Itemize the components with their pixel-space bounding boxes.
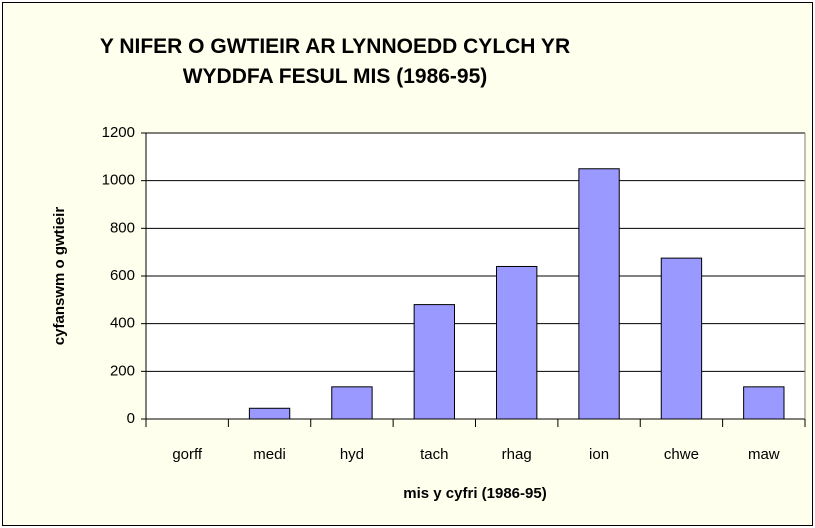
chart-title: Y NIFER O GWTIEIR AR LYNNOEDD CYLCH YR W… — [99, 35, 571, 88]
y-tick-label: 1200 — [102, 124, 135, 141]
y-tick-label: 800 — [110, 219, 135, 236]
x-tick-label: gorff — [172, 446, 203, 463]
y-tick-label: 200 — [110, 362, 135, 379]
x-tick-label: tach — [420, 446, 448, 463]
x-tick-label: maw — [748, 446, 780, 463]
bar — [248, 407, 291, 420]
y-tick-label: 0 — [127, 410, 135, 427]
bar — [743, 386, 785, 420]
bar — [331, 386, 373, 420]
y-tick-label: 1000 — [102, 172, 135, 189]
y-axis-label: cyfanswm o gwtieir — [51, 207, 68, 346]
bar — [413, 304, 455, 420]
x-tick-label: rhag — [502, 446, 532, 463]
bar — [578, 168, 620, 420]
x-tick-label: medi — [253, 446, 286, 463]
x-tick-label: chwe — [664, 446, 699, 463]
x-tick-label: ion — [589, 446, 609, 463]
x-tick-label: hyd — [340, 446, 364, 463]
y-tick-label: 400 — [110, 315, 135, 332]
y-tick-label: 600 — [110, 267, 135, 284]
bar — [660, 257, 703, 420]
bar — [496, 265, 538, 420]
x-axis-label: mis y cyfri (1986-95) — [403, 485, 546, 502]
